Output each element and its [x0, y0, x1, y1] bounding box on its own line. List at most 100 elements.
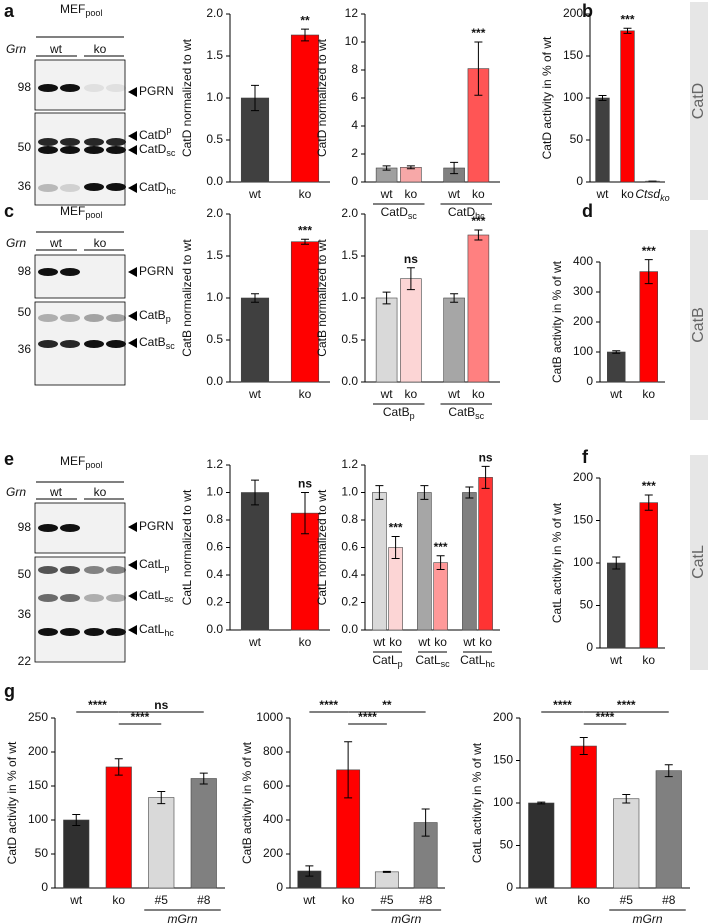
error-bar — [375, 485, 384, 500]
x-tick-label: wt — [248, 387, 262, 401]
bar — [478, 477, 493, 631]
error-bar — [481, 465, 490, 489]
band — [84, 146, 104, 154]
error-bar — [579, 737, 588, 756]
x-tick-label: wt — [380, 187, 394, 201]
y-tick-label: 1.0 — [206, 485, 223, 499]
group-label: CatBsc — [448, 405, 484, 421]
band — [60, 340, 80, 348]
y-tick-label: 0.8 — [206, 512, 223, 526]
x-tick-label: ko — [642, 387, 655, 401]
bar — [388, 547, 403, 631]
x-tick-label: #5 — [620, 893, 634, 907]
x-tick-label: wt — [380, 387, 394, 401]
group-label-sub: sc — [408, 211, 418, 221]
error-bar — [406, 165, 415, 170]
x-tick-label: wt — [372, 635, 386, 649]
y-tick-label: 0.2 — [341, 595, 358, 609]
band-label-sub: hc — [166, 186, 176, 196]
group-label-main: CatD — [381, 205, 409, 219]
marker-label: 50 — [18, 305, 32, 319]
bar — [462, 492, 477, 631]
band-label-sup: p — [166, 125, 171, 135]
group-label: CatLsc — [415, 653, 450, 669]
arrow — [128, 87, 137, 97]
x-tick-label-main: Ctsd — [635, 187, 660, 201]
y-tick-label: 300 — [573, 284, 593, 298]
band — [106, 84, 126, 92]
lane-label: wt — [49, 42, 63, 56]
side-label: CatD — [690, 83, 707, 119]
y-tick-label: 50 — [500, 838, 514, 852]
y-axis-title: CatL activity in % of wt — [550, 502, 564, 623]
band-label-main: PGRN — [139, 519, 174, 533]
y-tick-label: 0 — [41, 880, 48, 894]
band — [38, 524, 58, 532]
y-tick-label: 0.5 — [341, 332, 358, 346]
y-axis-title: CatD normalized to wt — [180, 38, 194, 157]
band — [38, 184, 58, 192]
x-tick-label: wt — [447, 187, 461, 201]
error-bar — [382, 165, 391, 171]
comparison-label: **** — [131, 710, 150, 724]
error-bar — [474, 41, 483, 96]
y-tick-label: 100 — [563, 90, 583, 104]
y-axis-title: CatL normalized to wt — [315, 489, 329, 605]
panel-label: c — [4, 201, 14, 221]
band — [106, 314, 126, 322]
error-bar — [664, 764, 673, 778]
marker-label: 22 — [18, 654, 32, 668]
significance-label: *** — [620, 12, 634, 26]
group-label-main: CatL — [460, 653, 486, 667]
side-label: CatL — [690, 545, 707, 579]
band — [38, 566, 58, 574]
y-tick-label: 1.2 — [206, 457, 223, 471]
bar — [240, 297, 270, 383]
error-bar — [251, 84, 259, 112]
band-label: CatBsc — [139, 335, 175, 351]
side-label: CatB — [690, 307, 707, 343]
error-bar — [623, 27, 632, 34]
y-tick-label: 1.0 — [206, 90, 223, 104]
band — [60, 314, 80, 322]
group-label-main: CatL — [415, 653, 441, 667]
y-tick-label: 200 — [573, 314, 593, 328]
error-bar — [420, 485, 429, 500]
side-bar — [690, 455, 708, 670]
error-bar — [537, 801, 546, 805]
y-tick-label: 50 — [35, 846, 49, 860]
x-tick-label: wt — [248, 635, 262, 649]
y-tick-label: 200 — [573, 470, 593, 484]
y-tick-label: 50 — [580, 598, 594, 612]
y-tick-label: 0.5 — [206, 332, 223, 346]
y-tick-label: 200 — [28, 744, 48, 758]
band-label-main: PGRN — [139, 264, 174, 278]
band-label-sub: hc — [164, 628, 174, 638]
marker-label: 50 — [18, 140, 32, 154]
band-label: CatLhc — [139, 622, 174, 638]
band — [106, 146, 126, 154]
bar — [639, 271, 658, 383]
arrow — [128, 522, 137, 532]
error-bar — [251, 479, 259, 506]
y-axis-title: CatD activity in % of wt — [540, 36, 554, 159]
y-tick-label: 10 — [345, 34, 359, 48]
band — [60, 524, 80, 532]
y-tick-label: 150 — [28, 778, 48, 792]
y-tick-label: 200 — [493, 710, 513, 724]
band-label: CatDp — [139, 125, 171, 142]
y-tick-label: 4 — [351, 118, 358, 132]
error-bar — [199, 772, 208, 785]
x-tick-label: ko — [299, 387, 312, 401]
group-label-sub: sc — [475, 411, 485, 421]
y-tick-label: 2 — [351, 146, 358, 160]
comparison-label: **** — [319, 698, 338, 712]
error-bar — [421, 808, 430, 837]
band-label-sub: sc — [164, 594, 174, 604]
band — [84, 566, 104, 574]
band — [60, 268, 80, 276]
marker-label: 36 — [18, 179, 32, 193]
bar — [400, 278, 422, 383]
y-tick-label: 0 — [506, 880, 513, 894]
y-tick-label: 1.0 — [206, 290, 223, 304]
